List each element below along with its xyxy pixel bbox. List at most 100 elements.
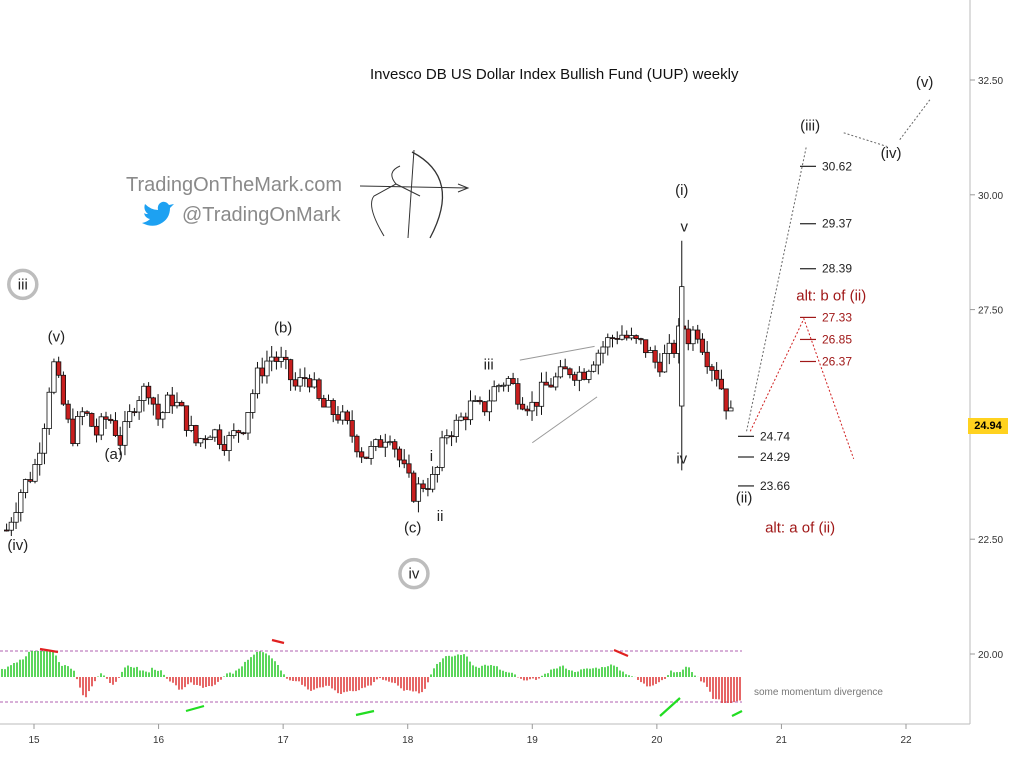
candle-body — [486, 400, 493, 413]
wave-label: (ii) — [736, 489, 753, 506]
x-tick-label: 20 — [651, 735, 663, 746]
wave-overlays: 30.62 29.37 28.39 27.33 26.85 26.37 24.74 24.29… — [519, 98, 932, 493]
wave-label: v — [681, 219, 689, 236]
candle-body — [112, 420, 119, 436]
candle-body — [193, 425, 199, 444]
x-tick-label: 21 — [776, 735, 788, 746]
candle-body — [458, 416, 464, 421]
candle-body — [430, 474, 436, 490]
wave-label: alt: b of (ii) — [796, 287, 866, 304]
candle-body — [269, 356, 275, 362]
candle-body — [524, 408, 530, 412]
candle-body — [51, 361, 57, 393]
triangle-boundary — [519, 345, 595, 361]
candle-body — [321, 398, 327, 408]
candle-body — [136, 400, 142, 413]
candle-body — [420, 483, 426, 489]
x-tick-label: 18 — [402, 735, 414, 746]
candle-body — [477, 400, 483, 403]
wave-label: (b) — [274, 320, 292, 337]
y-tick-label: 32.50 — [978, 76, 1003, 87]
candle-body — [169, 394, 175, 407]
candle-body — [699, 338, 706, 353]
candle-body — [482, 401, 488, 413]
candle-body — [576, 371, 582, 381]
candle-body — [519, 403, 526, 410]
candle-body — [538, 381, 545, 407]
wave-label: iii — [484, 356, 494, 373]
chart-axes: 32.5030.0027.5025.0022.5020.001516171819… — [0, 0, 1003, 746]
projection-v-path — [899, 98, 932, 140]
twitter-bird-icon — [142, 201, 174, 226]
candle-body — [60, 374, 66, 405]
candle-body — [41, 428, 48, 454]
candle-body — [103, 416, 109, 420]
projection-level-label: 26.37 — [822, 354, 852, 368]
candle-body — [657, 361, 663, 373]
divergence-marker — [39, 647, 59, 654]
twitter-handle: @TradingOnMark — [182, 204, 341, 226]
x-tick-label: 17 — [278, 735, 290, 746]
candle-body — [344, 411, 351, 421]
projection-level-label: 26.85 — [822, 332, 852, 346]
candle-body — [567, 368, 573, 376]
candle-body — [155, 403, 161, 420]
candle-body — [131, 411, 138, 414]
wave-label: (i) — [675, 182, 688, 199]
candle-body — [595, 352, 601, 366]
wave-label: (iv) — [7, 537, 28, 554]
wave-label: alt: a of (ii) — [765, 519, 835, 536]
candle-body — [259, 367, 265, 377]
circled-wave-label: iv — [409, 566, 420, 583]
candle-body — [562, 366, 568, 370]
candle-body — [581, 371, 587, 380]
candle-body — [453, 419, 459, 437]
candle-body — [32, 464, 38, 482]
candlesticks — [3, 240, 734, 537]
wave-label: ii — [437, 508, 444, 525]
divergence-marker — [355, 709, 375, 717]
wave-label: (iv) — [881, 145, 902, 162]
candle-body — [614, 338, 620, 340]
y-tick-label: 22.50 — [978, 535, 1003, 546]
candle-body — [396, 448, 403, 461]
candle-body — [141, 385, 147, 401]
candle-body — [311, 379, 317, 388]
candle-body — [37, 452, 43, 465]
divergence-marker — [185, 704, 205, 713]
candle-body — [283, 356, 289, 361]
wave-label: iv — [676, 450, 687, 467]
candle-body — [638, 338, 644, 341]
candle-body — [207, 436, 213, 441]
candle-body — [557, 366, 564, 378]
brand-site: TradingOnTheMark.com — [126, 174, 342, 196]
candle-body — [472, 400, 478, 402]
candle-body — [619, 334, 625, 340]
candle-body — [56, 361, 62, 376]
chart-title: Invesco DB US Dollar Index Bullish Fund … — [370, 66, 739, 83]
candle-body — [505, 378, 511, 386]
candle-body — [448, 435, 455, 438]
candle-body — [221, 444, 227, 451]
candle-body — [586, 370, 592, 380]
candle-body — [572, 374, 578, 381]
candle-body — [695, 329, 701, 340]
candle-body — [723, 388, 729, 412]
candle-body — [590, 364, 597, 372]
projection-level-label: 24.29 — [760, 450, 790, 464]
candle-body — [108, 418, 114, 422]
wave-label: (v) — [916, 74, 934, 91]
x-tick-label: 19 — [527, 735, 539, 746]
candle-body — [666, 342, 672, 354]
x-tick-label: 22 — [900, 735, 912, 746]
candle-body — [406, 463, 412, 474]
candle-body — [415, 483, 422, 502]
candle-body — [704, 351, 710, 368]
candle-body — [714, 369, 720, 380]
candle-body — [217, 429, 223, 445]
candle-body — [325, 400, 332, 408]
candle-body — [529, 401, 535, 412]
candle-body — [496, 385, 502, 388]
candle-body — [174, 401, 180, 407]
